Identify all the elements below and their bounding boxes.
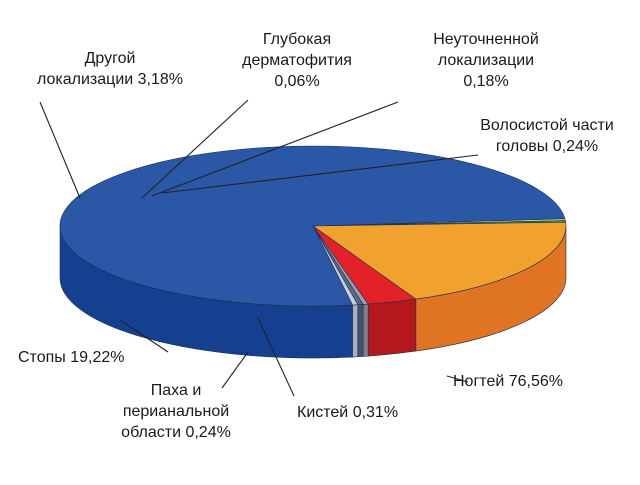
slice-label-line: Стопы 19,22%: [18, 349, 124, 366]
slice-label-line: Глубокая: [263, 31, 331, 48]
leader-line-волосистой-части-головы: [161, 154, 479, 194]
slice-label-другой-локализации: Другой локализации 3,18%: [37, 50, 183, 88]
slice-label-line: локализации: [438, 52, 534, 69]
slice-label-стопы: Стопы 19,22%: [18, 349, 124, 366]
slice-top-стопы: [312, 221, 567, 300]
leader-lines: [39, 99, 479, 397]
slice-label-глубокая-дерматофития: Глубокая дерматофития 0,06%: [242, 31, 352, 90]
slice-label-line: 0,18%: [463, 73, 508, 90]
slice-label-line: Ногтей 76,56%: [453, 373, 563, 390]
slice-label-line: Паха и: [151, 382, 202, 399]
slice-label-line: перианальной: [123, 403, 229, 420]
leader-line-глубокая-дерматофития: [141, 99, 249, 199]
leader-line-паха-и-перианальной-области: [221, 351, 249, 389]
leader-line-другой-локализации: [39, 101, 81, 199]
slice-label-line: дерматофития: [242, 52, 352, 69]
slice-label-line: головы 0,24%: [496, 138, 598, 155]
leader-line-ногтей: [446, 375, 469, 383]
slice-side-волосистой-части-головы: [352, 304, 359, 358]
slice-label-line: Другой: [85, 50, 136, 67]
slice-label-line: Неуточненной: [433, 31, 539, 48]
slice-label-line: Кистей 0,31%: [297, 404, 398, 421]
slice-side-неуточненной-локализации: [357, 304, 364, 358]
slice-label-волосистой-части-головы: Волосистой части головы 0,24%: [480, 117, 614, 155]
slice-label-паха-и-перианальной-области: Паха и перианальной области 0,24%: [121, 382, 231, 441]
slice-labels: Ногтей 76,56% Кистей 0,31% Паха и перианаль…: [18, 31, 614, 441]
slice-label-line: 0,06%: [274, 73, 319, 90]
slice-label-кистей: Кистей 0,31%: [297, 404, 398, 421]
leader-line-неуточненной-локализации: [151, 101, 399, 197]
leader-line-стопы: [119, 319, 169, 353]
slice-side-другой-локализации: [367, 298, 417, 357]
slice-label-line: области 0,24%: [121, 424, 231, 441]
leader-line-кистей: [257, 317, 295, 397]
slice-side-глубокая-дерматофития: [362, 303, 369, 357]
slice-top-волосистой-части-головы: [312, 225, 359, 306]
slice-label-line: локализации 3,18%: [37, 71, 183, 88]
pie-top-layer: [59, 145, 567, 307]
slice-label-ногтей: Ногтей 76,56%: [453, 373, 563, 390]
pie-side-layer: [59, 225, 567, 359]
slice-top-ногтей: [59, 145, 566, 307]
slice-label-line: Волосистой части: [480, 117, 614, 134]
slice-label-неуточненной-локализации: Неуточненной локализации 0,18%: [433, 31, 539, 90]
